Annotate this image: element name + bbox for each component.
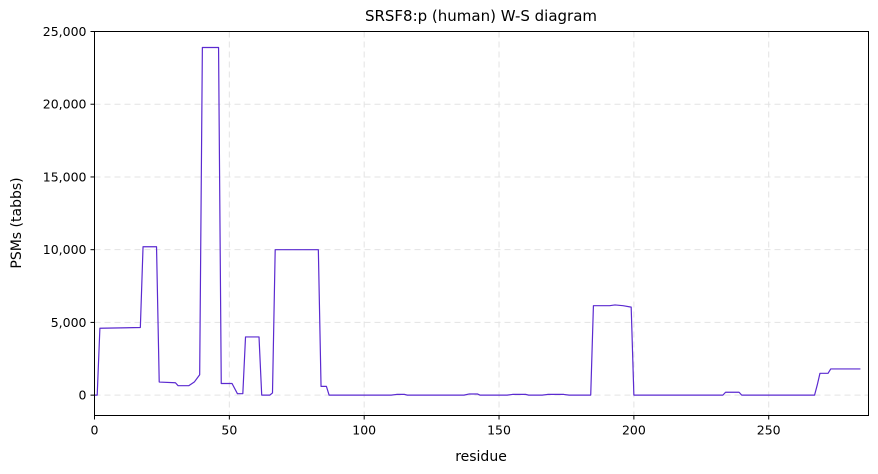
- x-tick-label: 50: [221, 423, 237, 438]
- x-axis-label: residue: [455, 449, 507, 465]
- y-tick-label: 5,000: [51, 315, 87, 330]
- y-tick-label: 0: [79, 388, 87, 403]
- x-tick-label: 250: [757, 423, 781, 438]
- grid: [94, 31, 869, 416]
- y-axis: 0 5,000 10,000 15,000 20,000 25,000: [43, 24, 95, 403]
- x-tick-label: 0: [91, 423, 99, 438]
- plot-frame: [94, 31, 869, 416]
- y-tick-label: 25,000: [43, 24, 87, 39]
- series-line: [94, 46, 861, 396]
- y-tick-label: 10,000: [43, 242, 87, 257]
- x-tick-label: 200: [622, 423, 646, 438]
- y-axis-label: PSMs (tabbs): [9, 177, 25, 268]
- y-tick-label: 20,000: [43, 97, 87, 112]
- x-tick-label: 100: [352, 423, 376, 438]
- series-layer: [94, 46, 861, 396]
- chart-title: SRSF8:p (human) W-S diagram: [365, 7, 597, 25]
- y-tick-label: 15,000: [43, 169, 87, 184]
- x-tick-label: 150: [487, 423, 511, 438]
- x-axis: 0 50 100 150 200 250: [91, 415, 781, 438]
